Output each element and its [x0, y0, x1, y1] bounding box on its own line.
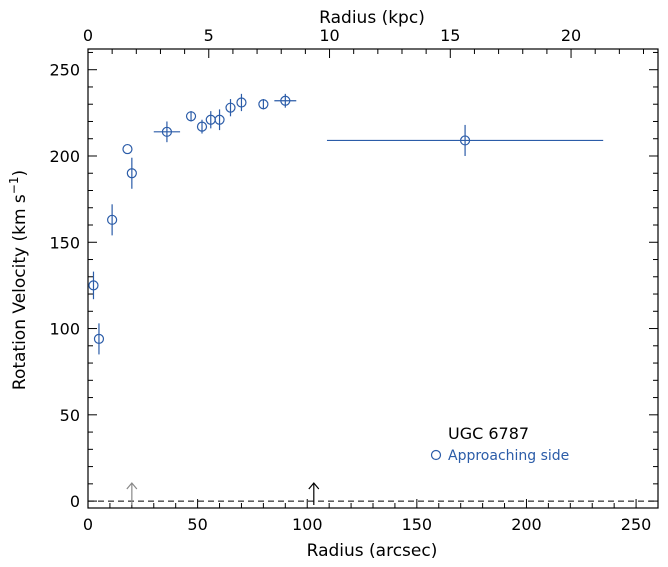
data-point [236, 97, 247, 108]
x2-tick-label: 20 [561, 26, 581, 45]
x-tick-label: 250 [621, 515, 652, 534]
y-tick-label: 150 [49, 233, 80, 252]
data-point [161, 126, 173, 137]
data-point [214, 114, 225, 125]
radius-marker-arrowhead [126, 482, 138, 490]
x2-axis-title: Radius (kpc) [319, 8, 425, 28]
y-tick-label: 0 [70, 492, 80, 511]
legend-label: Approaching side [448, 448, 569, 464]
data-point [126, 168, 137, 179]
data-point [225, 102, 236, 113]
data-point [107, 214, 118, 225]
galaxy-label: UGC 6787 [448, 424, 529, 443]
plot-border [87, 48, 659, 509]
y-tick-label: 200 [49, 147, 80, 166]
plot-frame [87, 48, 659, 509]
radius-marker-arrowhead [308, 482, 320, 490]
legend-marker-icon [430, 449, 442, 461]
y-axis-title-end: ) [10, 170, 30, 177]
x2-tick-label: 15 [440, 26, 460, 45]
x-tick-label: 0 [83, 515, 93, 534]
x2-tick-label: 10 [319, 26, 339, 45]
data-point [122, 143, 133, 155]
x2-tick-label: 5 [204, 26, 214, 45]
data-point [196, 121, 208, 132]
data-point [280, 95, 291, 106]
axis-ticks [87, 49, 659, 508]
y-axis-title-superscript: −1 [7, 177, 21, 195]
y-axis-title-main: Rotation Velocity (km s [10, 194, 30, 390]
x-tick-label: 100 [292, 515, 323, 534]
x-tick-label: 50 [187, 515, 207, 534]
x-tick-label: 200 [511, 515, 542, 534]
radius-markers [126, 482, 320, 505]
y-tick-label: 100 [49, 320, 80, 339]
data-series [88, 93, 604, 355]
data-point [459, 135, 471, 146]
x2-tick-label: 0 [83, 26, 93, 45]
data-point [88, 280, 99, 291]
data-point [185, 111, 197, 122]
data-point [93, 333, 105, 344]
x-axis-title: Radius (arcsec) [307, 541, 438, 561]
y-tick-label: 250 [49, 61, 80, 80]
data-point [258, 99, 269, 110]
y-tick-label: 50 [60, 406, 80, 425]
x-tick-label: 150 [402, 515, 433, 534]
y-axis-title: Rotation Velocity (km s−1) [7, 170, 30, 390]
